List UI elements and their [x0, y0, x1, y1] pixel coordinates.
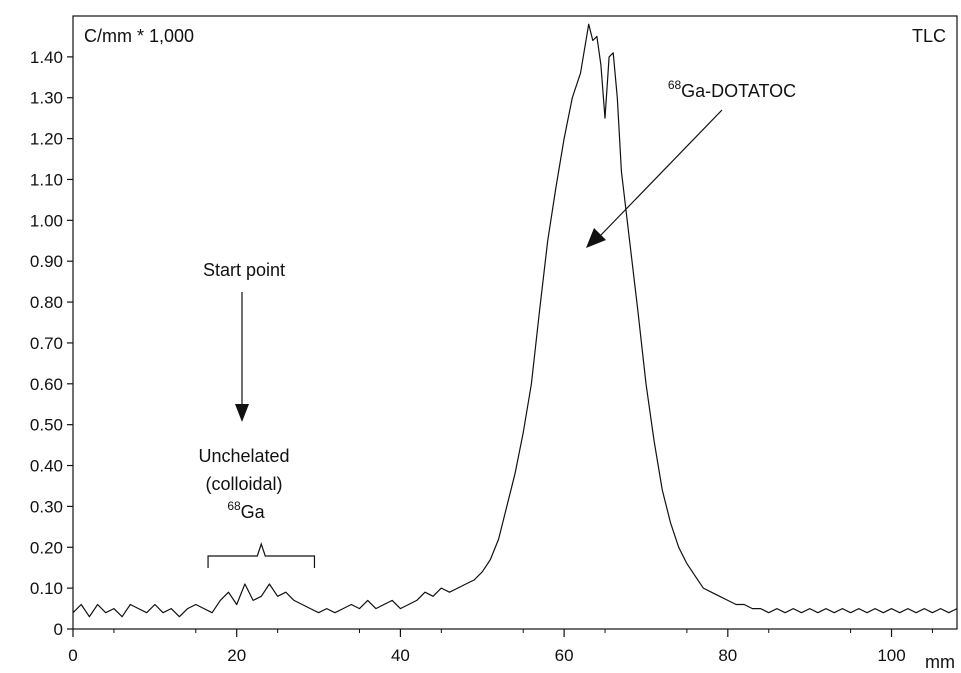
- x-tick-label: 80: [718, 646, 737, 665]
- plot-frame: [72, 15, 958, 630]
- corner-label-tlc: TLC: [912, 26, 946, 46]
- y-tick-label: 1.30: [30, 89, 63, 108]
- y-tick-label: 0.70: [30, 334, 63, 353]
- x-tick-label: 20: [227, 646, 246, 665]
- start-point-label: Start point: [203, 260, 285, 280]
- x-tick-label: 40: [391, 646, 410, 665]
- x-tick-label: 60: [555, 646, 574, 665]
- start-point-arrowhead: [235, 404, 249, 422]
- y-tick-label: 1.20: [30, 130, 63, 149]
- y-tick-label: 0.90: [30, 252, 63, 271]
- y-tick-label: 0: [54, 620, 63, 639]
- dotatoc-superscript: 68: [668, 78, 682, 92]
- x-axis-label: mm: [925, 652, 955, 672]
- dotatoc-label: 68Ga-DOTATOC: [668, 78, 796, 101]
- y-tick-label: 0.20: [30, 538, 63, 557]
- y-tick-label: 0.30: [30, 497, 63, 516]
- tlc-trace-line: [72, 23, 958, 618]
- unchelated-superscript: 68: [227, 499, 241, 513]
- x-tick-label: 0: [68, 646, 77, 665]
- unchelated-label-line3: 68Ga: [227, 499, 265, 522]
- y-tick-label: 0.10: [30, 579, 63, 598]
- dotatoc-arrow-shaft: [599, 109, 723, 237]
- y-axis-label: C/mm * 1,000: [84, 26, 194, 46]
- unchelated-brace: [207, 542, 316, 568]
- dotatoc-text: Ga-DOTATOC: [681, 81, 796, 101]
- unchelated-label-line2: (colloidal): [205, 474, 282, 494]
- y-tick-label: 1.10: [30, 170, 63, 189]
- y-axis: 0 0.10 0.20 0.30 0.40 0.50 0.60 0.70 0.80 0.90 1.0…: [30, 48, 73, 639]
- unchelated-label-line1: Unchelated: [198, 446, 289, 466]
- y-tick-label: 0.80: [30, 293, 63, 312]
- y-tick-label: 1.40: [30, 48, 63, 67]
- x-axis: 0 20 40 60 80 100: [68, 629, 933, 665]
- x-tick-label: 100: [877, 646, 905, 665]
- y-tick-label: 0.50: [30, 416, 63, 435]
- y-tick-label: 0.60: [30, 375, 63, 394]
- unchelated-element: Ga: [241, 502, 266, 522]
- y-tick-label: 0.40: [30, 457, 63, 476]
- y-tick-label: 1.00: [30, 211, 63, 230]
- dotatoc-arrowhead: [586, 228, 606, 248]
